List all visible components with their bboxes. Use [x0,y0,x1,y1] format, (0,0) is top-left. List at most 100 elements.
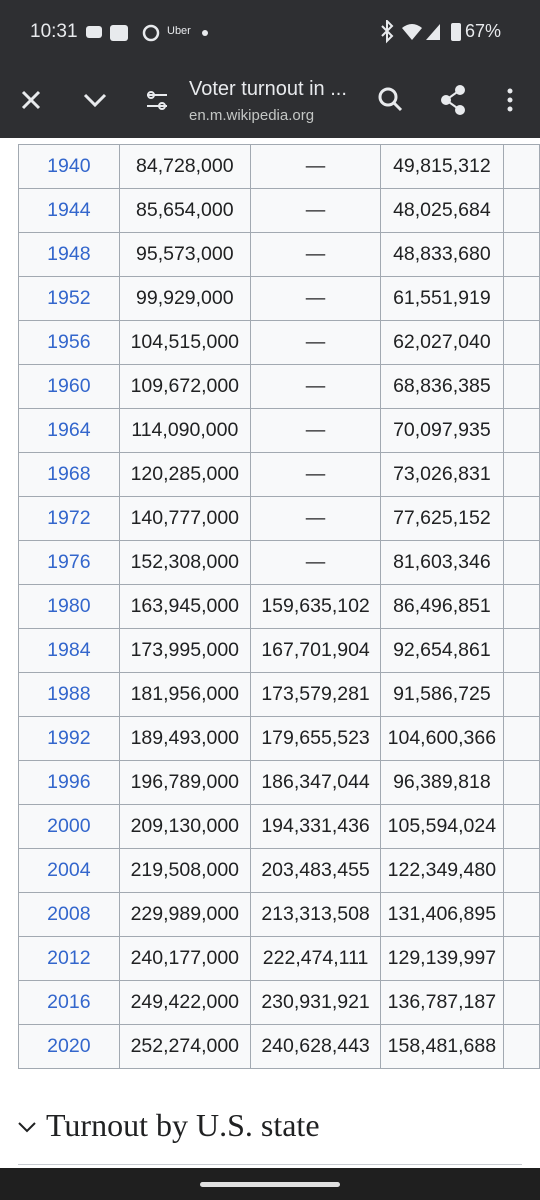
table-cell: 140,777,000 [118,496,251,541]
table-cell: 163,945,000 [118,584,251,629]
year-link[interactable]: 2016 [18,980,120,1025]
table-cell: 222,474,111 [249,936,382,981]
table-row: 2000 209,130,000 194,331,436 105,594,024 [18,804,540,849]
table-row: 1992 189,493,000 179,655,523 104,600,366 [18,716,540,761]
year-link[interactable]: 2000 [18,804,120,849]
table-cell-cut [502,628,540,673]
year-link[interactable]: 1968 [18,452,120,497]
more-button[interactable] [507,88,513,112]
table-cell: 49,815,312 [380,144,504,189]
table-cell: 84,728,000 [118,144,251,189]
section-heading[interactable]: Turnout by U.S. state [46,1107,320,1143]
table-cell: 81,603,346 [380,540,504,585]
table-cell: 77,625,152 [380,496,504,541]
table-cell: 129,139,997 [380,936,504,981]
table-cell: 95,573,000 [118,232,251,277]
table-cell-cut [502,760,540,805]
status-battery: 67% [465,21,502,41]
year-link[interactable]: 1980 [18,584,120,629]
table-cell-cut [502,848,540,893]
table-cell: — [249,496,382,541]
table-cell: 230,931,921 [249,980,382,1025]
table-row: 1940 84,728,000—49,815,312 [18,144,540,189]
table-cell: 213,313,508 [249,892,382,937]
table-cell: 122,349,480 [380,848,504,893]
table-cell: 85,654,000 [118,188,251,233]
year-link[interactable]: 1964 [18,408,120,453]
search-button[interactable] [378,87,403,112]
table-cell: 189,493,000 [118,716,251,761]
table-row: 1952 99,929,000—61,551,919 [18,276,540,321]
table-cell: 104,600,366 [380,716,504,761]
table-row: 2020 252,274,000 240,628,443 158,481,688 [18,1024,540,1069]
table-row: 1996 196,789,000 186,347,044 96,389,818 [18,760,540,805]
table-cell: 249,422,000 [118,980,251,1025]
table-cell: 73,026,831 [380,452,504,497]
table-cell: 91,586,725 [380,672,504,717]
table-cell-cut [502,584,540,629]
table-row: 1976 152,308,000—81,603,346 [18,540,540,585]
table-cell: 104,515,000 [118,320,251,365]
year-link[interactable]: 1948 [18,232,120,277]
year-link[interactable]: 1992 [18,716,120,761]
year-link[interactable]: 1972 [18,496,120,541]
table-cell: 109,672,000 [118,364,251,409]
table-cell: 92,654,861 [380,628,504,673]
section: Turnout by U.S. state [0,1069,540,1200]
gesture-pill[interactable] [200,1182,340,1187]
page-settings-button[interactable] [147,91,167,110]
nav-bar [0,1168,540,1200]
table-cell-cut [502,496,540,541]
year-link[interactable]: 1988 [18,672,120,717]
year-link[interactable]: 1976 [18,540,120,585]
table-cell: — [249,452,382,497]
year-link[interactable]: 1984 [18,628,120,673]
table-cell: 240,177,000 [118,936,251,981]
table-cell-cut [502,1024,540,1069]
status-icons [86,24,160,42]
table-cell: 99,929,000 [118,276,251,321]
table-cell: 179,655,523 [249,716,382,761]
close-button[interactable] [21,90,41,110]
section-toggle[interactable] [16,1119,40,1135]
table-row: 2012 240,177,000 222,474,111 129,139,997 [18,936,540,981]
year-link[interactable]: 2012 [18,936,120,981]
page-url: en.m.wikipedia.org [189,107,315,124]
table-cell: 173,579,281 [249,672,382,717]
table-cell: 209,130,000 [118,804,251,849]
share-button[interactable] [441,85,465,115]
toolbar-icons [21,85,513,115]
table-cell: 152,308,000 [118,540,251,585]
divider [18,1164,522,1165]
year-link[interactable]: 2004 [18,848,120,893]
minimize-button[interactable] [83,93,107,108]
table-cell-cut [502,672,540,717]
table-cell-cut [502,232,540,277]
year-link[interactable]: 1940 [18,144,120,189]
table-cell: 158,481,688 [380,1024,504,1069]
table-row: 1968 120,285,000—73,026,831 [18,452,540,497]
top-bar: 10:31 Uber 67% Voter turnout in ... en.m… [0,0,540,138]
table-cell: 167,701,904 [249,628,382,673]
table-cell: 48,025,684 [380,188,504,233]
table-cell-cut [502,540,540,585]
table-row: 1944 85,654,000—48,025,684 [18,188,540,233]
year-link[interactable]: 2008 [18,892,120,937]
table-row: 1960 109,672,000—68,836,385 [18,364,540,409]
year-link[interactable]: 1952 [18,276,120,321]
table-cell: 173,995,000 [118,628,251,673]
status-time: 10:31 [30,21,78,42]
table-cell: — [249,320,382,365]
table-row: 2016 249,422,000 230,931,921 136,787,187 [18,980,540,1025]
year-link[interactable]: 1956 [18,320,120,365]
table-cell: 240,628,443 [249,1024,382,1069]
year-link[interactable]: 1960 [18,364,120,409]
year-link[interactable]: 2020 [18,1024,120,1069]
year-link[interactable]: 1996 [18,760,120,805]
table-cell: 159,635,102 [249,584,382,629]
table-row: 1980 163,945,000 159,635,102 86,496,851 [18,584,540,629]
table-cell: 136,787,187 [380,980,504,1025]
year-link[interactable]: 1944 [18,188,120,233]
table-cell-cut [502,936,540,981]
table-cell: 61,551,919 [380,276,504,321]
